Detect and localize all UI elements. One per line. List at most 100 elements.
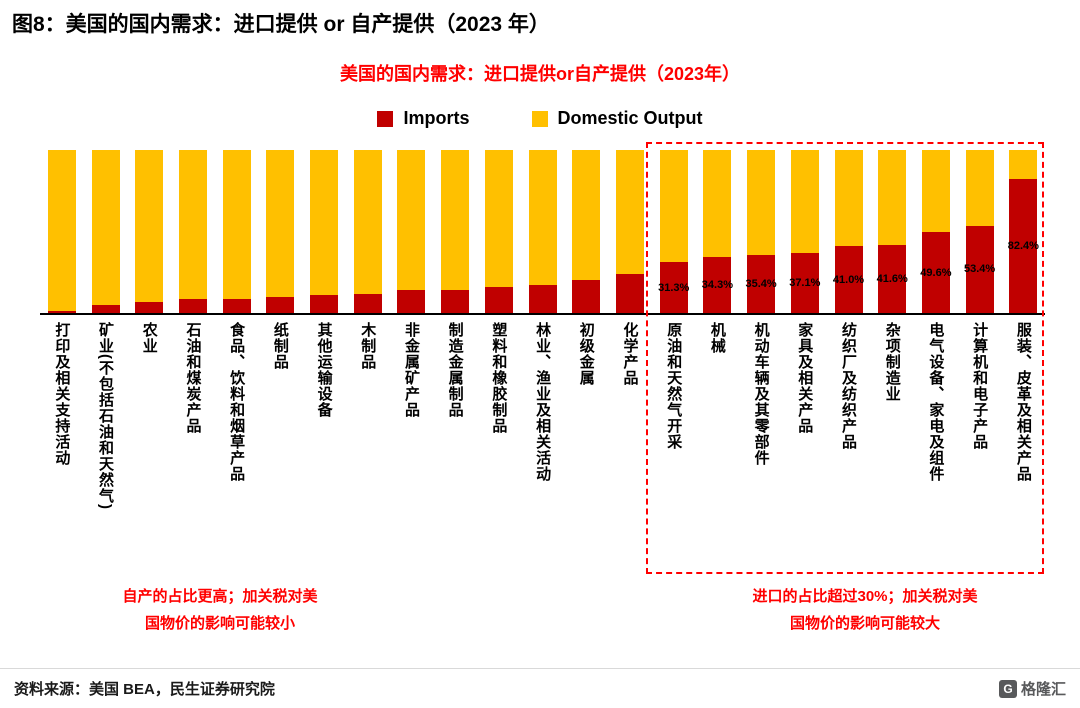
stacked-bar: [528, 150, 557, 313]
domestic-output-segment: [572, 150, 601, 281]
bar-slot: [608, 150, 652, 313]
imports-segment: [484, 286, 513, 313]
bar-slot: 41.6%: [870, 150, 914, 313]
domestic-output-segment: [747, 150, 776, 256]
gelonghui-logo: G 格隆汇: [998, 678, 1066, 699]
imports-segment: [572, 280, 601, 313]
stacked-bar: [397, 150, 426, 313]
category-label-slot: 杂项制造业: [870, 315, 914, 573]
bar-value-label: 41.0%: [832, 273, 865, 286]
category-label: 塑料和橡胶制品: [490, 322, 508, 434]
annotation-right: 进口的占比超过30%；加关税对美 国物价的影响可能较大: [752, 588, 978, 632]
stacked-bar: 37.1%: [789, 150, 820, 313]
stacked-bar: [441, 150, 470, 313]
imports-segment: [790, 252, 819, 313]
bar-value-label: 34.3%: [701, 279, 733, 292]
category-label-slot: 制造金属制品: [433, 315, 477, 573]
gelonghui-logo-text: 格隆汇: [1020, 681, 1066, 698]
imports-segment: [878, 245, 907, 313]
domestic-output-segment: [921, 150, 950, 233]
stacked-bar: 82.4%: [1008, 150, 1039, 313]
stacked-bar: 35.4%: [745, 150, 777, 313]
bar-slot: 35.4%: [739, 150, 783, 313]
category-label-slot: 矿业(不包括石油和天然气): [84, 315, 128, 573]
imports-segment: [353, 294, 382, 313]
bar-slot: 31.3%: [652, 150, 696, 313]
category-label-slot: 其他运输设备: [302, 315, 346, 573]
category-label-slot: 计算机和电子产品: [958, 315, 1002, 573]
legend-item-domestic-output: Domestic Output: [531, 108, 703, 129]
stacked-bar: [47, 150, 76, 313]
stacked-bar: [572, 150, 601, 313]
category-label-slot: 化学产品: [608, 315, 652, 573]
domestic-output-segment: [135, 150, 164, 302]
domestic-output-segment: [659, 150, 688, 262]
domestic-output-swatch: [531, 110, 548, 127]
category-labels-row: 打印及相关支持活动 矿业(不包括石油和天然气) 农业 石油和煤炭产品 食品、饮料和烟草产…: [40, 315, 1045, 573]
category-label: 初级金属: [577, 322, 595, 386]
domestic-output-segment: [484, 150, 513, 287]
category-label-slot: 机械: [696, 315, 740, 573]
bar-slot: [127, 150, 171, 313]
bars-row: 31.3% 34.3% 35.4% 37.1% 41.0% 41.6% 49.6% 53.4%…: [40, 150, 1045, 315]
imports-segment: [222, 299, 251, 313]
category-label: 制造金属制品: [446, 322, 464, 418]
category-label-slot: 原油和天然气开采: [652, 315, 696, 573]
stacked-bar: [266, 150, 295, 313]
stacked-bar: [222, 150, 251, 313]
bar-slot: [171, 150, 215, 313]
bar-slot: [346, 150, 390, 313]
category-label: 食品、饮料和烟草产品: [228, 322, 246, 482]
legend-item-imports: Imports: [377, 108, 470, 129]
domestic-output-segment: [790, 150, 819, 253]
category-label: 打印及相关支持活动: [53, 322, 71, 466]
bar-slot: [477, 150, 521, 313]
bar-slot: 53.4%: [958, 150, 1002, 313]
domestic-output-segment: [266, 150, 295, 297]
stacked-bar: 49.6%: [920, 150, 952, 313]
imports-segment: [834, 246, 863, 313]
chart-title: 美国的国内需求：进口提供or自产提供（2023年）: [339, 64, 741, 84]
imports-segment: [965, 225, 994, 313]
category-label: 计算机和电子产品: [971, 322, 989, 450]
bar-slot: [215, 150, 259, 313]
domestic-output-segment: [834, 150, 863, 247]
stacked-bar: 31.3%: [658, 150, 689, 313]
imports-segment: [397, 290, 426, 313]
stacked-bar: [135, 150, 164, 313]
imports-segment: [659, 261, 688, 313]
category-label-slot: 机动车辆及其零部件: [739, 315, 783, 573]
legend-label-imports: Imports: [403, 108, 470, 128]
category-label: 电气设备、家电及组件: [927, 322, 945, 482]
bar-slot: [302, 150, 346, 313]
stacked-bar: [91, 150, 120, 313]
bar-slot: [433, 150, 477, 313]
footer: 资料来源：美国 BEA，民生证券研究院 G 格隆汇: [0, 668, 1080, 708]
imports-segment: [1009, 178, 1038, 313]
bar-slot: 82.4%: [1001, 150, 1045, 313]
category-label: 矿业(不包括石油和天然气): [97, 322, 115, 510]
bar-value-label: 41.6%: [876, 273, 908, 286]
imports-segment: [310, 295, 339, 313]
imports-segment: [921, 232, 950, 313]
category-label-slot: 初级金属: [564, 315, 608, 573]
bar-slot: [259, 150, 303, 313]
gelonghui-logo-icon: G: [998, 679, 1017, 698]
category-label: 机械: [708, 322, 726, 354]
category-label-slot: 纸制品: [259, 315, 303, 573]
category-label: 杂项制造业: [883, 322, 901, 402]
bar-slot: 37.1%: [783, 150, 827, 313]
category-label: 原油和天然气开采: [665, 322, 683, 450]
imports-segment: [47, 310, 76, 313]
bar-slot: 41.0%: [827, 150, 871, 313]
category-label-slot: 木制品: [346, 315, 390, 573]
domestic-output-segment: [441, 150, 470, 291]
stacked-bar: [615, 150, 644, 313]
category-label: 机动车辆及其零部件: [752, 322, 770, 466]
category-label: 纺织厂及纺织产品: [840, 322, 857, 450]
stacked-bar: [353, 150, 382, 313]
source-text: 资料来源：美国 BEA，民生证券研究院: [14, 681, 275, 698]
category-label: 化学产品: [621, 322, 639, 386]
domestic-output-segment: [965, 150, 994, 226]
